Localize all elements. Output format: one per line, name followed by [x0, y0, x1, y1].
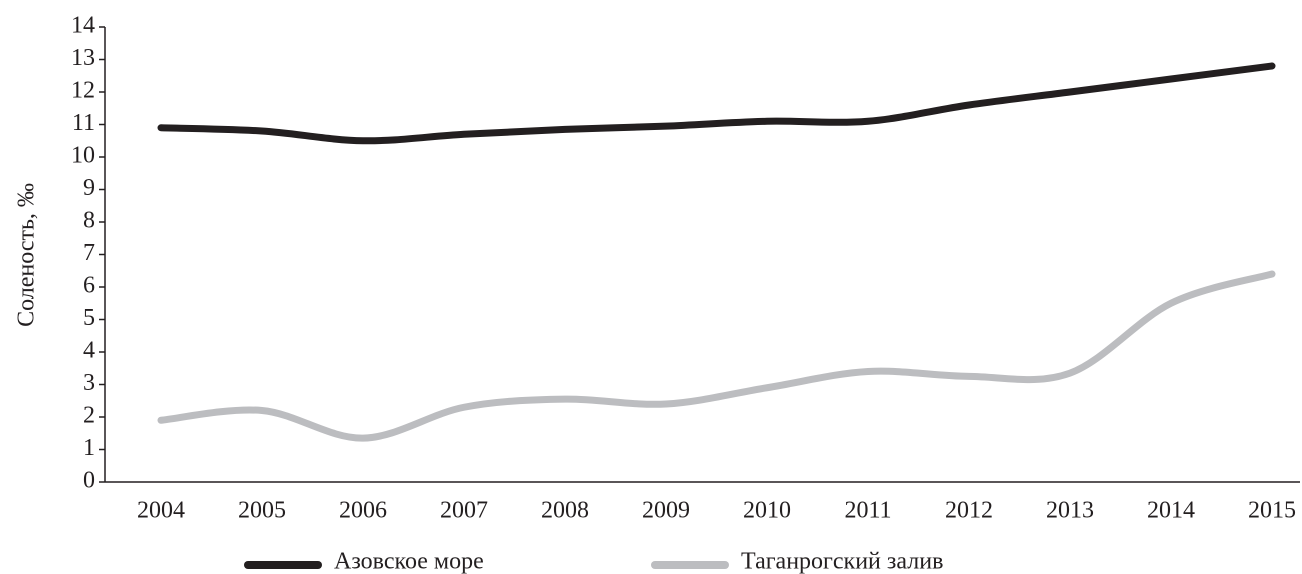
x-tick-label: 2013	[1046, 498, 1094, 524]
y-tick-label: 11	[72, 110, 95, 136]
line-series	[157, 62, 1276, 145]
x-tick-label: 2014	[1147, 498, 1195, 524]
legend-label: Таганрогский залив	[741, 549, 943, 574]
y-tick-label: 8	[83, 208, 95, 234]
y-tick-label: 6	[83, 273, 95, 299]
y-tick-label: 0	[83, 468, 95, 494]
y-tick-label: 7	[83, 240, 95, 266]
y-tick-label: 4	[83, 338, 95, 364]
x-tick-label: 2009	[642, 498, 690, 524]
y-tick-label: 13	[71, 45, 95, 71]
x-tick-label: 2012	[945, 498, 993, 524]
x-tick-label: 2010	[743, 498, 791, 524]
y-tick-label: 10	[71, 143, 95, 169]
line-series	[157, 270, 1276, 442]
legend-label: Азовское море	[334, 549, 484, 574]
y-axis-label: Соленость, ‰	[14, 183, 40, 327]
y-tick-label: 9	[83, 175, 95, 201]
y-tick-label: 3	[83, 370, 95, 396]
y-tick-label: 1	[83, 435, 95, 461]
x-tick-label: 2006	[339, 498, 387, 524]
y-tick-label: 14	[71, 13, 95, 39]
x-tick-label: 2007	[440, 498, 488, 524]
x-tick-label: 2011	[844, 498, 891, 524]
x-tick-label: 2005	[238, 498, 286, 524]
y-tick-label: 5	[83, 305, 95, 331]
x-tick-label: 2015	[1248, 498, 1296, 524]
y-tick-label: 12	[71, 78, 95, 104]
x-tick-label: 2004	[137, 498, 185, 524]
x-tick-label: 2008	[541, 498, 589, 524]
y-tick-label: 2	[83, 403, 95, 429]
